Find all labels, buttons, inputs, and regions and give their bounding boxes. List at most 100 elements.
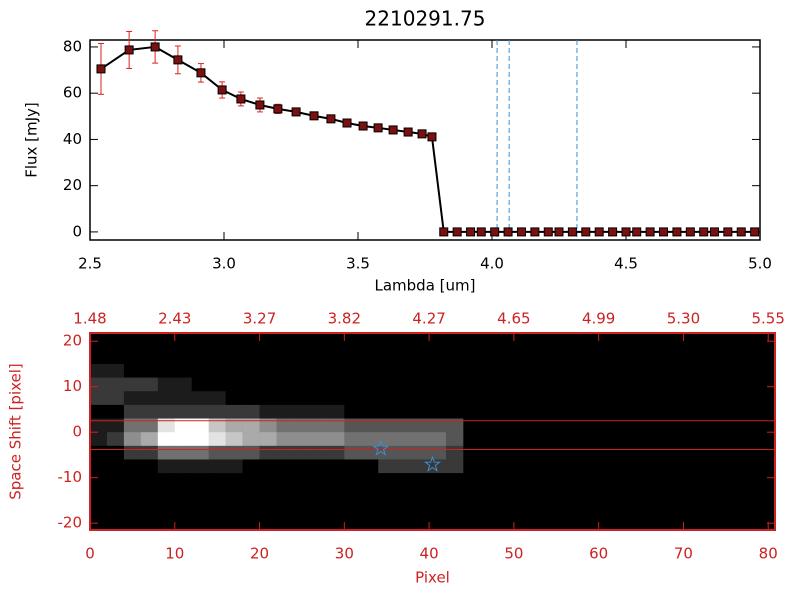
- image-cell: [191, 445, 209, 460]
- data-point: [255, 100, 265, 110]
- plot-frame: [89, 332, 776, 531]
- image-cell: [123, 459, 142, 474]
- image-cell: [123, 445, 142, 460]
- data-point: [554, 227, 564, 237]
- image-cell: [242, 473, 260, 488]
- image-cell: [378, 445, 396, 460]
- image-cell: [446, 445, 464, 460]
- image-cell: [378, 404, 396, 419]
- image-cell: [412, 391, 430, 406]
- x2-tick-label: 4.99: [582, 310, 615, 328]
- image-cell: [157, 432, 176, 447]
- image-cell: [293, 459, 311, 474]
- data-point: [672, 227, 682, 237]
- y-tick-label: -10: [58, 468, 83, 486]
- image-cell: [276, 418, 294, 433]
- image-cell: [123, 473, 142, 488]
- image-cell: [395, 473, 413, 488]
- image-cell: [361, 404, 379, 419]
- image-cell: [123, 377, 142, 392]
- image-cell: [412, 445, 430, 460]
- y-tick-label: -20: [58, 514, 83, 532]
- data-point: [608, 227, 618, 237]
- image-cell: [242, 377, 260, 392]
- image-cell: [157, 363, 176, 378]
- image-cell: [446, 363, 464, 378]
- image-cell: [90, 377, 108, 392]
- x2-tick-label: 3.82: [328, 310, 361, 328]
- image-cell: [123, 404, 142, 419]
- image-cell: [344, 363, 362, 378]
- image-cell: [208, 404, 226, 419]
- image-cell: [90, 445, 108, 460]
- y-tick-label: 10: [63, 377, 82, 395]
- image-cell: [208, 459, 226, 474]
- image-cell: [344, 445, 362, 460]
- image-cell: [140, 404, 159, 419]
- y-tick-label: 40: [63, 130, 82, 148]
- image-cell: [191, 404, 209, 419]
- data-point: [273, 104, 283, 114]
- star-marker: [372, 439, 390, 456]
- image-cell: [174, 432, 193, 447]
- y-tick-label: 0: [72, 423, 82, 441]
- image-cell: [90, 473, 108, 488]
- data-point: [621, 227, 631, 237]
- image-cell: [259, 391, 277, 406]
- image-cell: [259, 377, 277, 392]
- image-cell: [344, 377, 362, 392]
- image-cell: [225, 473, 243, 488]
- image-cell: [429, 459, 447, 474]
- image-cell: [361, 377, 379, 392]
- image-cell: [174, 445, 193, 460]
- image-cell: [123, 391, 142, 406]
- image-cell: [106, 363, 125, 378]
- image-cell: [106, 418, 125, 433]
- image-cell: [191, 363, 209, 378]
- data-point: [217, 85, 227, 95]
- image-cell: [361, 363, 379, 378]
- data-point: [476, 227, 486, 237]
- image-cell: [361, 418, 379, 433]
- image-cell: [412, 363, 430, 378]
- image-cell: [208, 473, 226, 488]
- image-cell: [446, 404, 464, 419]
- y-tick-label: 80: [63, 37, 82, 55]
- image-cell: [310, 473, 328, 488]
- data-point: [503, 227, 513, 237]
- data-point: [685, 227, 695, 237]
- image-cell: [191, 418, 209, 433]
- image-cell: [327, 473, 345, 488]
- image-cell: [276, 432, 294, 447]
- data-point: [581, 227, 591, 237]
- image-cell: [90, 404, 108, 419]
- image-cell: [157, 404, 176, 419]
- image-cell: [327, 432, 345, 447]
- image-cell: [225, 363, 243, 378]
- image-cell: [378, 459, 396, 474]
- image-cell: [310, 391, 328, 406]
- image-cell: [327, 404, 345, 419]
- image-cell: [344, 459, 362, 474]
- image-cell: [140, 418, 159, 433]
- image-cell: [106, 377, 125, 392]
- image-cell: [259, 445, 277, 460]
- data-point: [403, 127, 413, 137]
- data-point: [466, 227, 476, 237]
- data-point: [373, 123, 383, 133]
- image-cell: [276, 445, 294, 460]
- x-tick-label: 10: [165, 545, 184, 563]
- image-cell: [378, 363, 396, 378]
- x2-tick-label: 1.48: [73, 310, 106, 328]
- x-tick-label: 4.0: [480, 255, 504, 273]
- image-cell: [225, 432, 243, 447]
- image-cell: [191, 377, 209, 392]
- image-cell: [140, 473, 159, 488]
- image-cell: [225, 404, 243, 419]
- x2-tick-label: 5.30: [667, 310, 700, 328]
- chart-title: 2210291.75: [365, 7, 486, 31]
- image-cell: [293, 377, 311, 392]
- y-tick-label: 60: [63, 84, 82, 102]
- data-point: [659, 227, 669, 237]
- data-point: [543, 227, 553, 237]
